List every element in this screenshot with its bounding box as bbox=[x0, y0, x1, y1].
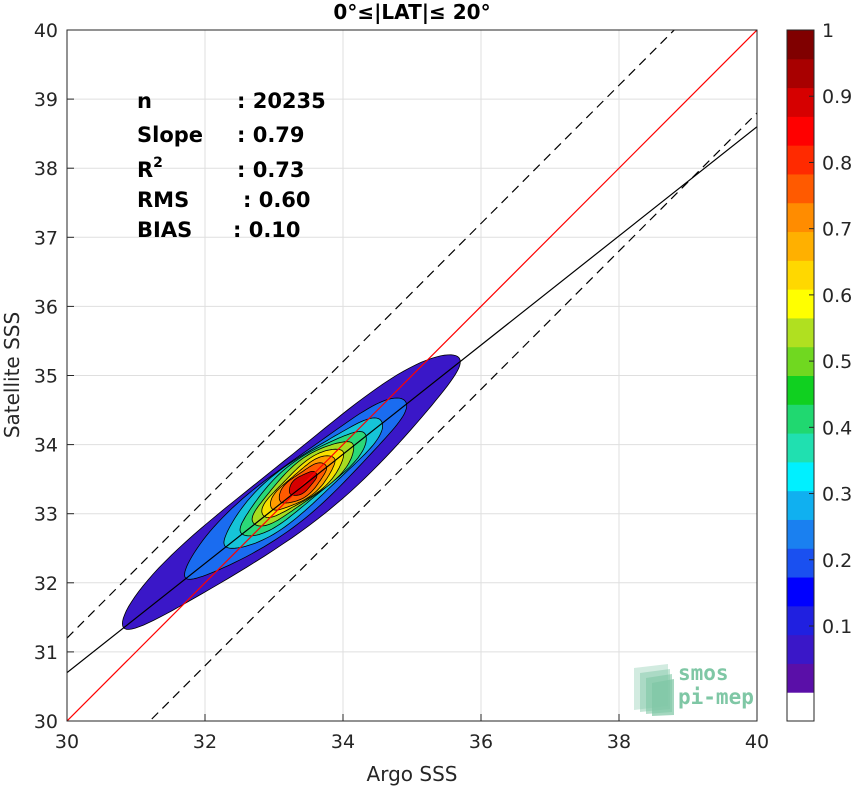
colorbar-tick-label: 0.6 bbox=[822, 285, 852, 307]
colorbar-swatch bbox=[787, 433, 814, 463]
colorbar-swatch bbox=[787, 404, 814, 434]
stat-label: n bbox=[137, 89, 152, 113]
colorbar-swatch bbox=[787, 289, 814, 319]
colorbar-swatch bbox=[787, 173, 814, 204]
stat-label: Slope bbox=[137, 123, 203, 147]
lower-bound-line bbox=[148, 112, 757, 721]
colorbar-tick-label: 0.8 bbox=[822, 152, 852, 174]
y-tick-label: 32 bbox=[34, 573, 58, 595]
stat-value: : 0.60 bbox=[243, 188, 311, 212]
chart-title: 0°≤|LAT|≤ 20° bbox=[333, 0, 490, 24]
colorbar: 0.1 0.2 0.3 0.4 0.5 0.6 0.7 0.8 0.9 1 bbox=[786, 20, 852, 722]
colorbar-swatch bbox=[787, 87, 814, 117]
y-tick-label: 38 bbox=[34, 158, 58, 180]
y-tick-label: 30 bbox=[34, 711, 58, 733]
stat-label: R2 bbox=[137, 155, 163, 182]
stat-value: : 0.10 bbox=[233, 218, 301, 242]
colorbar-swatch bbox=[787, 519, 814, 549]
colorbar-tick-label: 0.4 bbox=[822, 417, 852, 439]
colorbar-swatch bbox=[787, 375, 814, 405]
colorbar-swatch bbox=[787, 548, 814, 578]
logo-text-smos: smos bbox=[678, 661, 729, 685]
colorbar-tick-label: 0.7 bbox=[822, 219, 852, 241]
x-tick-label: 32 bbox=[193, 731, 217, 753]
colorbar-tick-label: 0.5 bbox=[822, 351, 852, 373]
colorbar-tick-label: 0.1 bbox=[822, 616, 852, 638]
plot-area: 30 32 34 36 38 40 30 31 32 33 34 35 36 37 38 39 40 bbox=[34, 20, 769, 753]
colorbar-swatch bbox=[787, 461, 814, 492]
y-tick-label: 35 bbox=[34, 366, 58, 388]
statistics-box: n : 20235 Slope : 0.79 R2 : 0.73 RMS : 0.60 BIAS… bbox=[137, 89, 326, 242]
colorbar-swatch bbox=[787, 202, 814, 233]
x-tick-label: 34 bbox=[331, 731, 355, 753]
identity-line bbox=[67, 30, 757, 721]
colorbar-swatch bbox=[787, 490, 814, 520]
colorbar-swatch bbox=[787, 634, 814, 664]
stat-label: RMS bbox=[137, 188, 189, 212]
colorbar-swatch bbox=[787, 231, 814, 261]
colorbar-tick-label: 0.2 bbox=[822, 550, 852, 572]
colorbar-tick-label: 0.9 bbox=[822, 86, 852, 108]
colorbar-tick-label: 0.3 bbox=[822, 484, 852, 506]
stat-value: : 0.73 bbox=[237, 158, 305, 182]
fit-lines bbox=[67, 30, 757, 721]
stat-value: : 0.79 bbox=[237, 123, 305, 147]
y-tick-label: 31 bbox=[34, 642, 58, 664]
y-axis-label: Satellite SSS bbox=[0, 312, 24, 438]
x-axis-label: Argo SSS bbox=[367, 762, 458, 786]
colorbar-swatch bbox=[787, 577, 814, 607]
colorbar-swatch bbox=[787, 116, 814, 146]
x-tick-label: 38 bbox=[607, 731, 631, 753]
stat-label: BIAS bbox=[137, 218, 192, 242]
stat-value: : 20235 bbox=[237, 89, 326, 113]
colorbar-tick-label: 1 bbox=[822, 20, 834, 42]
x-tick-label: 40 bbox=[745, 731, 769, 753]
x-tick-label: 30 bbox=[55, 731, 79, 753]
colorbar-swatch bbox=[787, 692, 814, 722]
stat-superscript: 2 bbox=[153, 155, 163, 171]
colorbar-swatch bbox=[787, 260, 814, 290]
axis-ticks: 30 32 34 36 38 40 30 31 32 33 34 35 36 37 38 39 40 bbox=[34, 20, 769, 753]
y-tick-label: 36 bbox=[34, 296, 58, 318]
colorbar-swatch bbox=[787, 145, 814, 175]
y-tick-label: 33 bbox=[34, 504, 58, 526]
regression-line bbox=[67, 126, 757, 674]
y-tick-label: 34 bbox=[34, 435, 58, 457]
y-tick-label: 40 bbox=[34, 20, 58, 42]
colorbar-swatch bbox=[787, 605, 814, 636]
y-tick-label: 39 bbox=[34, 89, 58, 111]
logo-wave-layer bbox=[652, 679, 674, 716]
logo-text-pimep: pi-mep bbox=[678, 685, 754, 709]
upper-bound-line bbox=[67, 30, 676, 639]
x-tick-label: 36 bbox=[469, 731, 493, 753]
colorbar-swatch bbox=[787, 663, 814, 693]
colorbar-swatch bbox=[787, 317, 814, 348]
y-tick-label: 37 bbox=[34, 227, 58, 249]
colorbar-frame bbox=[786, 29, 815, 722]
colorbar-swatch bbox=[787, 30, 814, 60]
colorbar-swatch bbox=[787, 58, 814, 89]
